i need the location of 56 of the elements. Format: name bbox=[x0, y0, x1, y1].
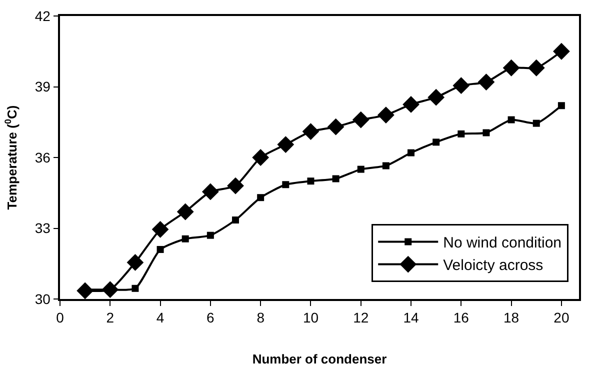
point bbox=[408, 149, 415, 156]
point bbox=[377, 106, 394, 124]
x-tick-label: 14 bbox=[403, 310, 420, 326]
y-tick-label: 33 bbox=[34, 220, 51, 236]
x-tick-label: 6 bbox=[206, 310, 215, 326]
point bbox=[156, 246, 164, 253]
x-tick-label: 16 bbox=[453, 310, 470, 326]
point bbox=[508, 116, 515, 124]
point bbox=[332, 175, 340, 182]
x-tick-label: 10 bbox=[302, 310, 319, 326]
point bbox=[532, 120, 540, 127]
point bbox=[327, 118, 344, 136]
point bbox=[352, 111, 370, 128]
point bbox=[432, 138, 440, 146]
point bbox=[302, 123, 320, 140]
y-tick-label: 30 bbox=[34, 290, 51, 307]
point bbox=[558, 102, 565, 110]
point bbox=[182, 235, 189, 242]
point bbox=[152, 220, 169, 238]
x-tick-label: 0 bbox=[56, 310, 64, 326]
point bbox=[257, 194, 264, 202]
y-tick-label: 39 bbox=[34, 78, 51, 95]
point bbox=[227, 177, 244, 194]
y-tick-label: 36 bbox=[34, 149, 51, 166]
point bbox=[402, 96, 420, 113]
point bbox=[277, 136, 294, 153]
point bbox=[202, 183, 219, 200]
point bbox=[252, 149, 270, 166]
point bbox=[357, 166, 364, 173]
legend-label: No wind condition bbox=[443, 234, 562, 252]
point bbox=[382, 162, 390, 170]
point bbox=[206, 232, 214, 239]
point bbox=[458, 130, 465, 138]
x-tick-label: 4 bbox=[156, 310, 164, 326]
point bbox=[126, 254, 144, 271]
point bbox=[232, 216, 240, 224]
point bbox=[176, 203, 194, 220]
point bbox=[452, 77, 470, 94]
x-tick-label: 20 bbox=[554, 310, 570, 326]
legend-label: Veloicty across bbox=[443, 257, 544, 274]
point bbox=[76, 282, 94, 299]
point bbox=[478, 74, 495, 90]
x-tick-label: 8 bbox=[256, 310, 265, 326]
point bbox=[553, 42, 570, 60]
point bbox=[528, 59, 545, 76]
x-tick-label: 12 bbox=[353, 310, 369, 326]
point bbox=[428, 88, 445, 106]
point bbox=[307, 178, 314, 185]
x-tick-label: 2 bbox=[106, 310, 114, 326]
y-tick-label: 42 bbox=[34, 8, 51, 24]
x-axis-title: Number of condenser bbox=[252, 352, 387, 367]
point bbox=[482, 129, 490, 136]
point bbox=[502, 59, 520, 76]
x-tick-label: 18 bbox=[504, 310, 520, 326]
point bbox=[282, 181, 290, 188]
point bbox=[132, 284, 139, 292]
